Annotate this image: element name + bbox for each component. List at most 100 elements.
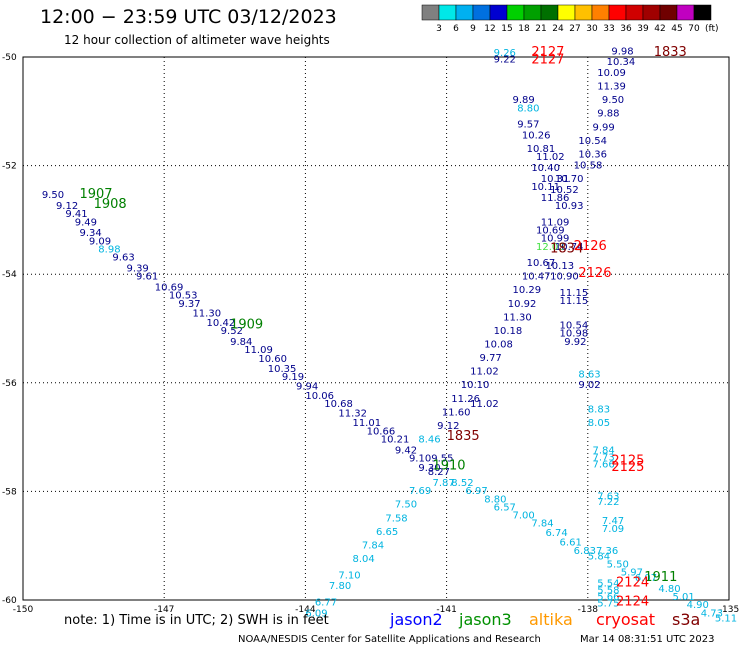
swh-value-label: 9.37 <box>178 299 200 310</box>
swh-value-label: 8.05 <box>588 418 610 429</box>
lon-tick-label: -150 <box>13 605 34 615</box>
pass-time-label: 1908 <box>94 197 127 212</box>
swh-value-label: 9.77 <box>480 353 502 364</box>
legend-tick-label: 12 <box>484 24 495 34</box>
swh-value-label: 9.26 <box>494 48 516 59</box>
swh-value-label: 9.42 <box>395 445 417 456</box>
swh-value-label: 10.69 <box>536 225 565 236</box>
swh-value-label: 5.84 <box>588 551 610 562</box>
swh-value-label: 6.77 <box>315 597 337 608</box>
swh-value-label: 12.03 <box>536 242 565 253</box>
pass-time-label: 1833 <box>654 45 687 60</box>
swh-value-label: 11.30 <box>192 309 221 320</box>
swh-value-label: 11.09 <box>244 345 273 356</box>
pass-time-label: 2125 <box>611 460 644 475</box>
swh-value-label: 9.22 <box>494 54 516 65</box>
swh-value-label: 10.42 <box>207 318 236 329</box>
pass-time-label: 2126 <box>578 266 611 281</box>
swh-value-label: 11.02 <box>536 152 565 163</box>
swh-value-label: 7.80 <box>329 581 351 592</box>
pass-time-label: 2127 <box>531 45 564 60</box>
lat-tick-label: -54 <box>2 270 17 280</box>
swh-value-label: 10.70 <box>555 174 584 185</box>
axis-ticks: -150 -147 -144 -141 -138 -135 -50 -52 -54 -56 -58 -… <box>2 53 739 615</box>
swh-value-label: 9.109.55 <box>409 454 454 465</box>
swh-value-label: 11.02 <box>470 399 499 410</box>
legend-swatch <box>557 4 576 21</box>
swh-value-label: 10.40 <box>531 163 560 174</box>
swh-value-label: 10.11 <box>531 182 560 193</box>
swh-value-label: 9.34 <box>79 228 101 239</box>
satellite-legend-jason2: jason2 <box>390 610 443 629</box>
swh-value-label: 9.92 <box>564 337 586 348</box>
swh-value-label: 7.09 <box>602 524 624 535</box>
pass-time-label: 1834 <box>550 241 583 256</box>
swh-value-label: 9.02 <box>578 380 600 391</box>
swh-value-label: 9.99 <box>593 122 615 133</box>
swh-value-label: 7.69 <box>409 486 431 497</box>
swh-value-label: 10.36 <box>578 149 607 160</box>
lon-tick-label: -147 <box>154 605 174 615</box>
swh-value-label: 10.99 <box>541 234 570 245</box>
legend-swatch <box>489 4 508 21</box>
swh-value-label: 11.15 <box>560 296 589 307</box>
swh-value-label: 7.47 <box>602 516 624 527</box>
pass-time-label: 1910 <box>432 459 465 474</box>
swh-value-label: 9.09 <box>89 236 111 247</box>
swh-value-label: 9.30 <box>418 463 440 474</box>
legend-swatch <box>625 4 644 21</box>
swh-value-label: 5.11 <box>715 614 737 625</box>
swh-value-label: 9.39 <box>127 263 149 274</box>
swh-value-label: 7.84 <box>593 445 615 456</box>
swh-value-label: 10.31 <box>541 174 570 185</box>
swh-value-label: 7.50 <box>395 500 417 511</box>
lat-tick-label: -56 <box>2 379 17 389</box>
lon-tick-label: -141 <box>436 605 456 615</box>
swh-value-label: 9.50 <box>602 95 624 106</box>
swh-value-label: 7.84 <box>531 519 553 530</box>
swh-value-label: 8.80 <box>484 494 506 505</box>
swh-value-label: 8.98 <box>98 244 120 255</box>
swh-value-label: 8.46 <box>418 435 440 446</box>
legend-swatch <box>472 4 491 21</box>
swh-value-label: 10.58 <box>574 160 603 171</box>
swh-value-label: 5.54 <box>597 578 619 589</box>
swh-value-label: 4.80 <box>658 584 680 595</box>
swh-value-label: 6.837.36 <box>574 546 619 557</box>
legend-tick-label: 30 <box>586 24 598 34</box>
swh-value-label: 7.66 <box>593 460 615 471</box>
legend-unit: (ft) <box>705 24 719 34</box>
legend-tick-label: 9 <box>470 24 476 34</box>
swh-value-label: 5.58 <box>597 585 619 596</box>
swh-value-label: 7.10 <box>338 570 360 581</box>
swh-value-label: 6.07 <box>635 573 657 584</box>
legend-tick-label: 27 <box>569 24 580 34</box>
swh-value-label: 8.04 <box>352 554 374 565</box>
swh-value-label: 11.32 <box>338 408 367 419</box>
legend-swatch <box>523 4 542 21</box>
pass-time-label: 1909 <box>230 318 263 333</box>
swh-value-label: 11.09 <box>541 217 570 228</box>
pass-time-label: 1911 <box>644 570 677 585</box>
swh-value-label: 10.98 <box>560 329 589 340</box>
legend-tick-label: 39 <box>637 24 649 34</box>
swh-value-label: 10.81 <box>527 144 556 155</box>
lat-tick-label: -52 <box>2 162 17 172</box>
swh-value-label: 10.74 <box>555 242 584 253</box>
legend-tick-label: 36 <box>620 24 632 34</box>
legend-tick-label: 3 <box>436 24 442 34</box>
legend-swatch <box>591 4 610 21</box>
swh-value-label: 11.01 <box>352 418 381 429</box>
satellite-legend-jason3: jason3 <box>459 610 512 629</box>
page-title: 12:00 − 23:59 UTC 03/12/2023 <box>40 6 337 28</box>
swh-value-label: 6.57 <box>494 502 516 513</box>
swh-value-label: 6.09 <box>305 608 327 619</box>
legend-swatch <box>506 4 525 21</box>
swh-value-label: 9.49 <box>75 217 97 228</box>
swh-value-label: 10.54 <box>560 321 589 332</box>
swh-value-label: 10.67 <box>527 258 556 269</box>
pass-time-label: 2126 <box>574 239 607 254</box>
swh-value-label: 10.08 <box>484 340 513 351</box>
swh-value-label: 10.52 <box>550 185 579 196</box>
